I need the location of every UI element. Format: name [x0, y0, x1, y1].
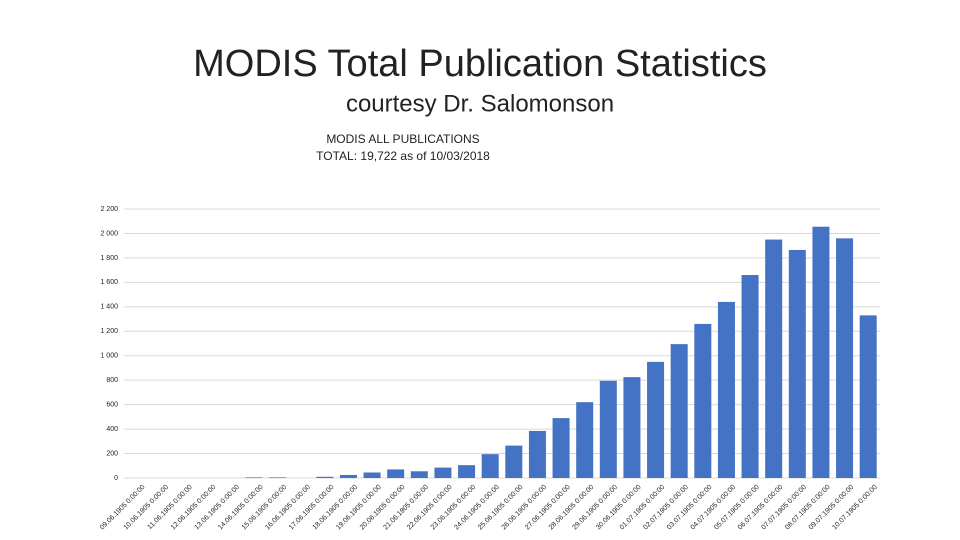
x-tick-label: 29.06.1905 0:00:00	[571, 484, 619, 532]
x-tick-label: 10.06.1905 0:00:00	[123, 484, 171, 532]
bar	[623, 377, 641, 478]
x-tick-label: 11.06.1905 0:00:00	[147, 484, 194, 531]
x-tick-label: 06.07.1905 0:00:00	[737, 484, 785, 532]
bar	[245, 477, 263, 478]
bar	[741, 275, 759, 478]
x-tick-label: 21.06.1905 0:00:00	[382, 484, 430, 532]
y-tick-label: 1 600	[100, 279, 118, 286]
bar	[410, 471, 428, 478]
bar	[434, 467, 452, 478]
bar	[694, 323, 712, 478]
x-tick-label: 16.06.1905 0:00:00	[264, 484, 312, 532]
x-tick-label: 23.06.1905 0:00:00	[430, 484, 478, 532]
y-tick-label: 1 400	[100, 304, 118, 311]
bar	[717, 301, 735, 478]
bar	[765, 239, 783, 478]
bar	[576, 402, 594, 478]
bar	[552, 418, 570, 478]
slide-subtitle: courtesy Dr. Salomonson	[346, 90, 614, 117]
bar	[812, 226, 830, 478]
x-tick-label: 24.06.1905 0:00:00	[453, 484, 501, 532]
bar	[316, 476, 334, 478]
x-tick-label: 01.07.1905 0:00:00	[619, 484, 667, 532]
x-tick-label: 03.07.1905 0:00:00	[666, 484, 714, 532]
bar	[458, 465, 476, 478]
bar	[269, 477, 287, 478]
y-tick-label: 800	[106, 377, 118, 384]
slide-title: MODIS Total Publication Statistics	[193, 43, 767, 85]
x-tick-label: 05.07.1905 0:00:00	[713, 484, 761, 532]
bar	[599, 380, 617, 478]
y-tick-label: 2 000	[100, 230, 118, 237]
x-tick-label: 26.06.1905 0:00:00	[501, 484, 549, 532]
y-tick-label: 1 000	[100, 353, 118, 360]
x-tick-label: 12.06.1905 0:00:00	[170, 484, 218, 532]
chart-title: MODIS ALL PUBLICATIONS	[326, 132, 479, 146]
bar	[387, 469, 405, 478]
bar	[481, 454, 499, 478]
bar	[859, 315, 877, 478]
chart-subtitle: TOTAL: 19,722 as of 10/03/2018	[316, 149, 490, 163]
x-tick-label: 13.06.1905 0:00:00	[193, 484, 241, 532]
x-tick-label: 30.06.1905 0:00:00	[595, 484, 643, 532]
bar	[505, 445, 523, 478]
x-tick-label: 25.06.1905 0:00:00	[477, 484, 525, 532]
bar	[339, 474, 357, 478]
x-tick-label: 28.06.1905 0:00:00	[548, 484, 596, 532]
x-tick-label: 20.06.1905 0:00:00	[359, 484, 407, 532]
bar	[836, 238, 854, 478]
x-tick-label: 07.07.1905 0:00:00	[760, 484, 808, 532]
y-tick-label: 0	[114, 475, 118, 482]
x-tick-label: 22.06.1905 0:00:00	[406, 484, 454, 532]
x-tick-label: 19.06.1905 0:00:00	[335, 484, 383, 532]
y-tick-label: 400	[106, 426, 118, 433]
y-tick-label: 600	[106, 401, 118, 408]
x-tick-label: 04.07.1905 0:00:00	[690, 484, 738, 532]
x-tick-label: 08.07.1905 0:00:00	[784, 484, 832, 532]
x-tick-label: 14.06.1905 0:00:00	[217, 484, 265, 532]
x-tick-label: 27.06.1905 0:00:00	[524, 484, 572, 532]
bar	[363, 472, 381, 478]
y-tick-label: 200	[106, 450, 118, 457]
x-tick-label: 17.06.1905 0:00:00	[288, 484, 336, 532]
x-tick-label: 10.07.1905 0:00:00	[831, 484, 879, 532]
x-tick-label: 18.06.1905 0:00:00	[312, 484, 360, 532]
bar	[788, 249, 806, 478]
y-tick-label: 2 200	[100, 206, 118, 213]
x-tick-label: 09.07.1905 0:00:00	[808, 484, 856, 532]
bar	[670, 344, 688, 478]
x-tick-label: 15.06.1905 0:00:00	[241, 484, 289, 532]
x-tick-label: 02.07.1905 0:00:00	[642, 484, 690, 532]
x-tick-label: 09.06.1905 0:00:00	[99, 484, 147, 532]
y-tick-label: 1 200	[100, 328, 118, 335]
y-tick-label: 1 800	[100, 255, 118, 262]
bar	[528, 430, 546, 478]
bar	[647, 361, 665, 478]
